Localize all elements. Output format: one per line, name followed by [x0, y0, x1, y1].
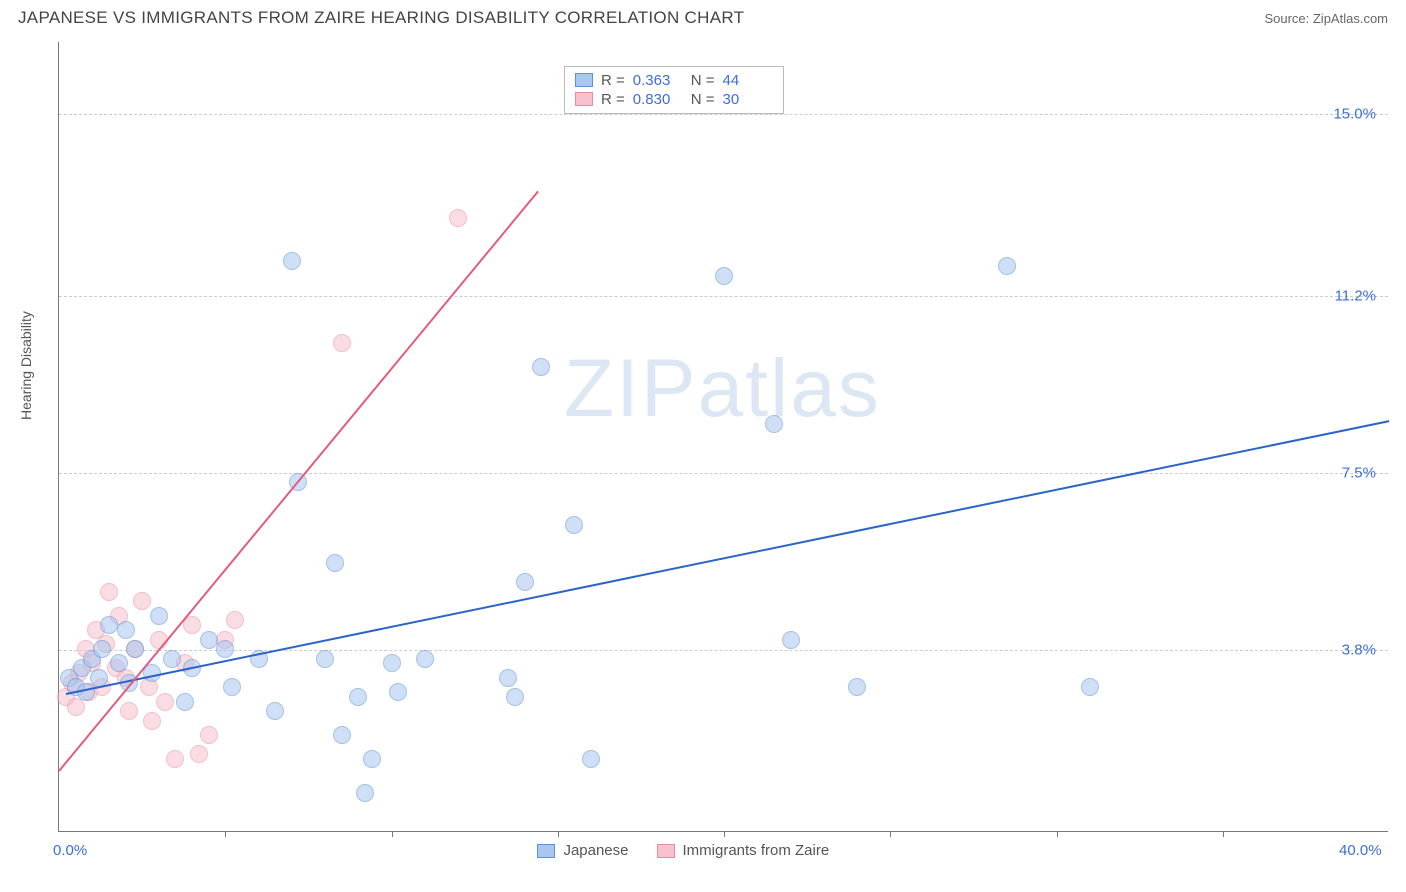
scatter-point [565, 516, 583, 534]
scatter-point [326, 554, 344, 572]
watermark: ZIPatlas [564, 342, 881, 436]
y-tick-label: 15.0% [1333, 105, 1376, 122]
scatter-point [126, 640, 144, 658]
scatter-point [516, 573, 534, 591]
scatter-point [316, 650, 334, 668]
series-legend: Japanese Immigrants from Zaire [537, 842, 829, 859]
scatter-point [133, 592, 151, 610]
source-attribution: Source: ZipAtlas.com [1264, 11, 1388, 26]
correlation-legend: R = 0.363 N = 44 R = 0.830 N = 30 [564, 66, 784, 114]
scatter-point [166, 750, 184, 768]
scatter-point [349, 688, 367, 706]
legend-label: Immigrants from Zaire [683, 842, 830, 859]
scatter-point [100, 616, 118, 634]
legend-row: R = 0.830 N = 30 [575, 90, 773, 109]
legend-swatch [575, 73, 593, 87]
scatter-point [120, 702, 138, 720]
legend-swatch [537, 844, 555, 858]
chart-title: JAPANESE VS IMMIGRANTS FROM ZAIRE HEARIN… [18, 8, 744, 28]
chart-plot-area: ZIPatlas 3.8%7.5%11.2%15.0%0.0%40.0%R =0… [58, 42, 1388, 832]
scatter-point [283, 252, 301, 270]
scatter-point [383, 654, 401, 672]
scatter-point [266, 702, 284, 720]
legend-n-value: 30 [723, 91, 773, 108]
scatter-point [117, 621, 135, 639]
legend-label: Japanese [563, 842, 628, 859]
scatter-point [216, 640, 234, 658]
scatter-point [200, 726, 218, 744]
legend-n-value: 44 [723, 72, 773, 89]
x-axis-label: 0.0% [53, 842, 87, 859]
x-tick [1223, 831, 1224, 837]
legend-r-value: 0.830 [633, 91, 683, 108]
x-tick [392, 831, 393, 837]
scatter-point [782, 631, 800, 649]
scatter-point [176, 693, 194, 711]
scatter-point [449, 209, 467, 227]
gridline [59, 473, 1388, 474]
legend-r-value: 0.363 [633, 72, 683, 89]
scatter-point [93, 640, 111, 658]
legend-item: Immigrants from Zaire [657, 842, 830, 859]
scatter-point [163, 650, 181, 668]
scatter-point [499, 669, 517, 687]
x-tick [558, 831, 559, 837]
legend-row: R = 0.363 N = 44 [575, 71, 773, 90]
scatter-point [506, 688, 524, 706]
legend-n-label: N = [691, 91, 715, 108]
trend-line [65, 420, 1389, 695]
scatter-point [333, 334, 351, 352]
gridline [59, 296, 1388, 297]
scatter-point [333, 726, 351, 744]
y-tick-label: 3.8% [1342, 642, 1376, 659]
x-tick [890, 831, 891, 837]
scatter-point [200, 631, 218, 649]
y-tick-label: 11.2% [1335, 287, 1376, 304]
scatter-point [226, 611, 244, 629]
scatter-point [110, 654, 128, 672]
scatter-point [416, 650, 434, 668]
gridline [59, 114, 1388, 115]
title-bar: JAPANESE VS IMMIGRANTS FROM ZAIRE HEARIN… [0, 0, 1406, 32]
scatter-point [532, 358, 550, 376]
scatter-point [223, 678, 241, 696]
scatter-point [156, 693, 174, 711]
scatter-point [848, 678, 866, 696]
scatter-point [1081, 678, 1099, 696]
legend-item: Japanese [537, 842, 628, 859]
x-tick [1057, 831, 1058, 837]
legend-n-label: N = [691, 72, 715, 89]
y-tick-label: 7.5% [1342, 464, 1376, 481]
y-axis-label: Hearing Disability [18, 311, 34, 420]
legend-r-label: R = [601, 72, 625, 89]
scatter-point [715, 267, 733, 285]
x-tick [225, 831, 226, 837]
scatter-point [389, 683, 407, 701]
scatter-point [363, 750, 381, 768]
scatter-point [143, 712, 161, 730]
x-tick [724, 831, 725, 837]
trend-line [58, 191, 538, 772]
scatter-point [100, 583, 118, 601]
scatter-point [356, 784, 374, 802]
scatter-point [150, 607, 168, 625]
legend-swatch [657, 844, 675, 858]
legend-swatch [575, 92, 593, 106]
x-axis-label: 40.0% [1339, 842, 1382, 859]
scatter-point [765, 415, 783, 433]
scatter-point [582, 750, 600, 768]
scatter-point [190, 745, 208, 763]
scatter-point [998, 257, 1016, 275]
legend-r-label: R = [601, 91, 625, 108]
